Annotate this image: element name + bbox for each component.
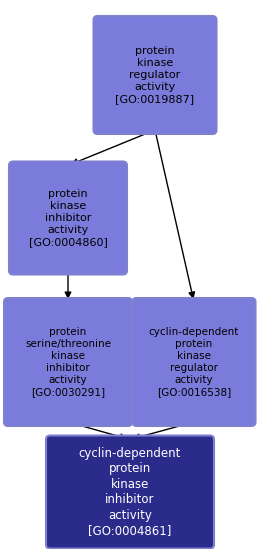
FancyBboxPatch shape (9, 161, 127, 274)
FancyBboxPatch shape (4, 298, 132, 426)
FancyBboxPatch shape (94, 16, 217, 134)
FancyBboxPatch shape (133, 298, 256, 426)
Text: protein
kinase
regulator
activity
[GO:0019887]: protein kinase regulator activity [GO:00… (115, 46, 194, 104)
Text: cyclin-dependent
protein
kinase
regulator
activity
[GO:0016538]: cyclin-dependent protein kinase regulato… (149, 327, 239, 397)
Text: cyclin-dependent
protein
kinase
inhibitor
activity
[GO:0004861]: cyclin-dependent protein kinase inhibito… (79, 447, 181, 537)
Text: protein
kinase
inhibitor
activity
[GO:0004860]: protein kinase inhibitor activity [GO:00… (29, 189, 107, 247)
FancyBboxPatch shape (46, 435, 214, 548)
Text: protein
serine/threonine
kinase
inhibitor
activity
[GO:0030291]: protein serine/threonine kinase inhibito… (25, 327, 111, 397)
